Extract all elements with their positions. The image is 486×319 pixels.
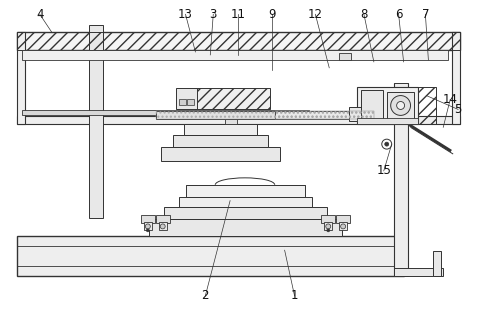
Circle shape — [341, 224, 346, 229]
Text: 3: 3 — [209, 8, 217, 21]
Text: 1: 1 — [291, 289, 298, 302]
Bar — [195, 88, 270, 109]
Bar — [361, 90, 383, 121]
Bar — [434, 251, 441, 276]
Bar — [225, 118, 237, 124]
Bar — [357, 118, 418, 124]
Circle shape — [385, 142, 389, 146]
Bar — [156, 111, 374, 119]
Text: 13: 13 — [178, 8, 193, 21]
Text: 8: 8 — [360, 8, 367, 21]
Text: 9: 9 — [268, 8, 276, 21]
Bar — [275, 111, 374, 119]
Bar — [22, 110, 310, 115]
Bar — [394, 83, 408, 276]
Bar — [17, 32, 460, 50]
Circle shape — [391, 96, 411, 115]
Bar — [161, 147, 279, 161]
Bar — [178, 197, 312, 207]
Text: 15: 15 — [376, 164, 391, 177]
Circle shape — [145, 224, 150, 229]
Bar — [178, 99, 186, 106]
Text: 14: 14 — [443, 93, 458, 106]
Text: 4: 4 — [36, 8, 44, 21]
Bar — [321, 214, 335, 223]
Bar — [275, 111, 374, 119]
Bar — [324, 222, 332, 230]
Bar — [394, 268, 443, 276]
Circle shape — [160, 224, 165, 229]
Bar — [89, 25, 103, 219]
Bar — [164, 207, 327, 219]
Bar — [17, 32, 25, 124]
Text: 12: 12 — [308, 8, 323, 21]
Bar — [339, 53, 351, 60]
Bar — [387, 92, 415, 119]
Text: 7: 7 — [422, 8, 429, 21]
Bar — [144, 222, 152, 230]
Bar — [339, 222, 347, 230]
Bar — [156, 111, 374, 119]
Bar — [159, 222, 167, 230]
Bar — [184, 124, 257, 135]
Bar — [141, 214, 155, 223]
Circle shape — [397, 101, 404, 109]
Bar — [418, 87, 436, 124]
Bar — [17, 32, 460, 50]
Bar — [349, 108, 367, 121]
Bar — [17, 116, 460, 124]
Text: 6: 6 — [395, 8, 402, 21]
Bar — [17, 236, 403, 276]
Circle shape — [146, 229, 149, 232]
Text: 5: 5 — [454, 103, 462, 116]
Bar — [156, 214, 170, 223]
Bar — [149, 219, 342, 236]
Bar — [188, 99, 194, 106]
Bar — [357, 87, 418, 124]
Circle shape — [326, 224, 331, 229]
Circle shape — [327, 229, 330, 232]
Circle shape — [382, 139, 392, 149]
Text: 2: 2 — [202, 289, 209, 302]
Bar — [336, 214, 350, 223]
Bar — [22, 50, 448, 60]
Bar — [173, 135, 268, 147]
Bar — [175, 88, 197, 109]
Text: 11: 11 — [230, 8, 245, 21]
Bar — [186, 185, 306, 197]
Bar — [452, 32, 460, 124]
